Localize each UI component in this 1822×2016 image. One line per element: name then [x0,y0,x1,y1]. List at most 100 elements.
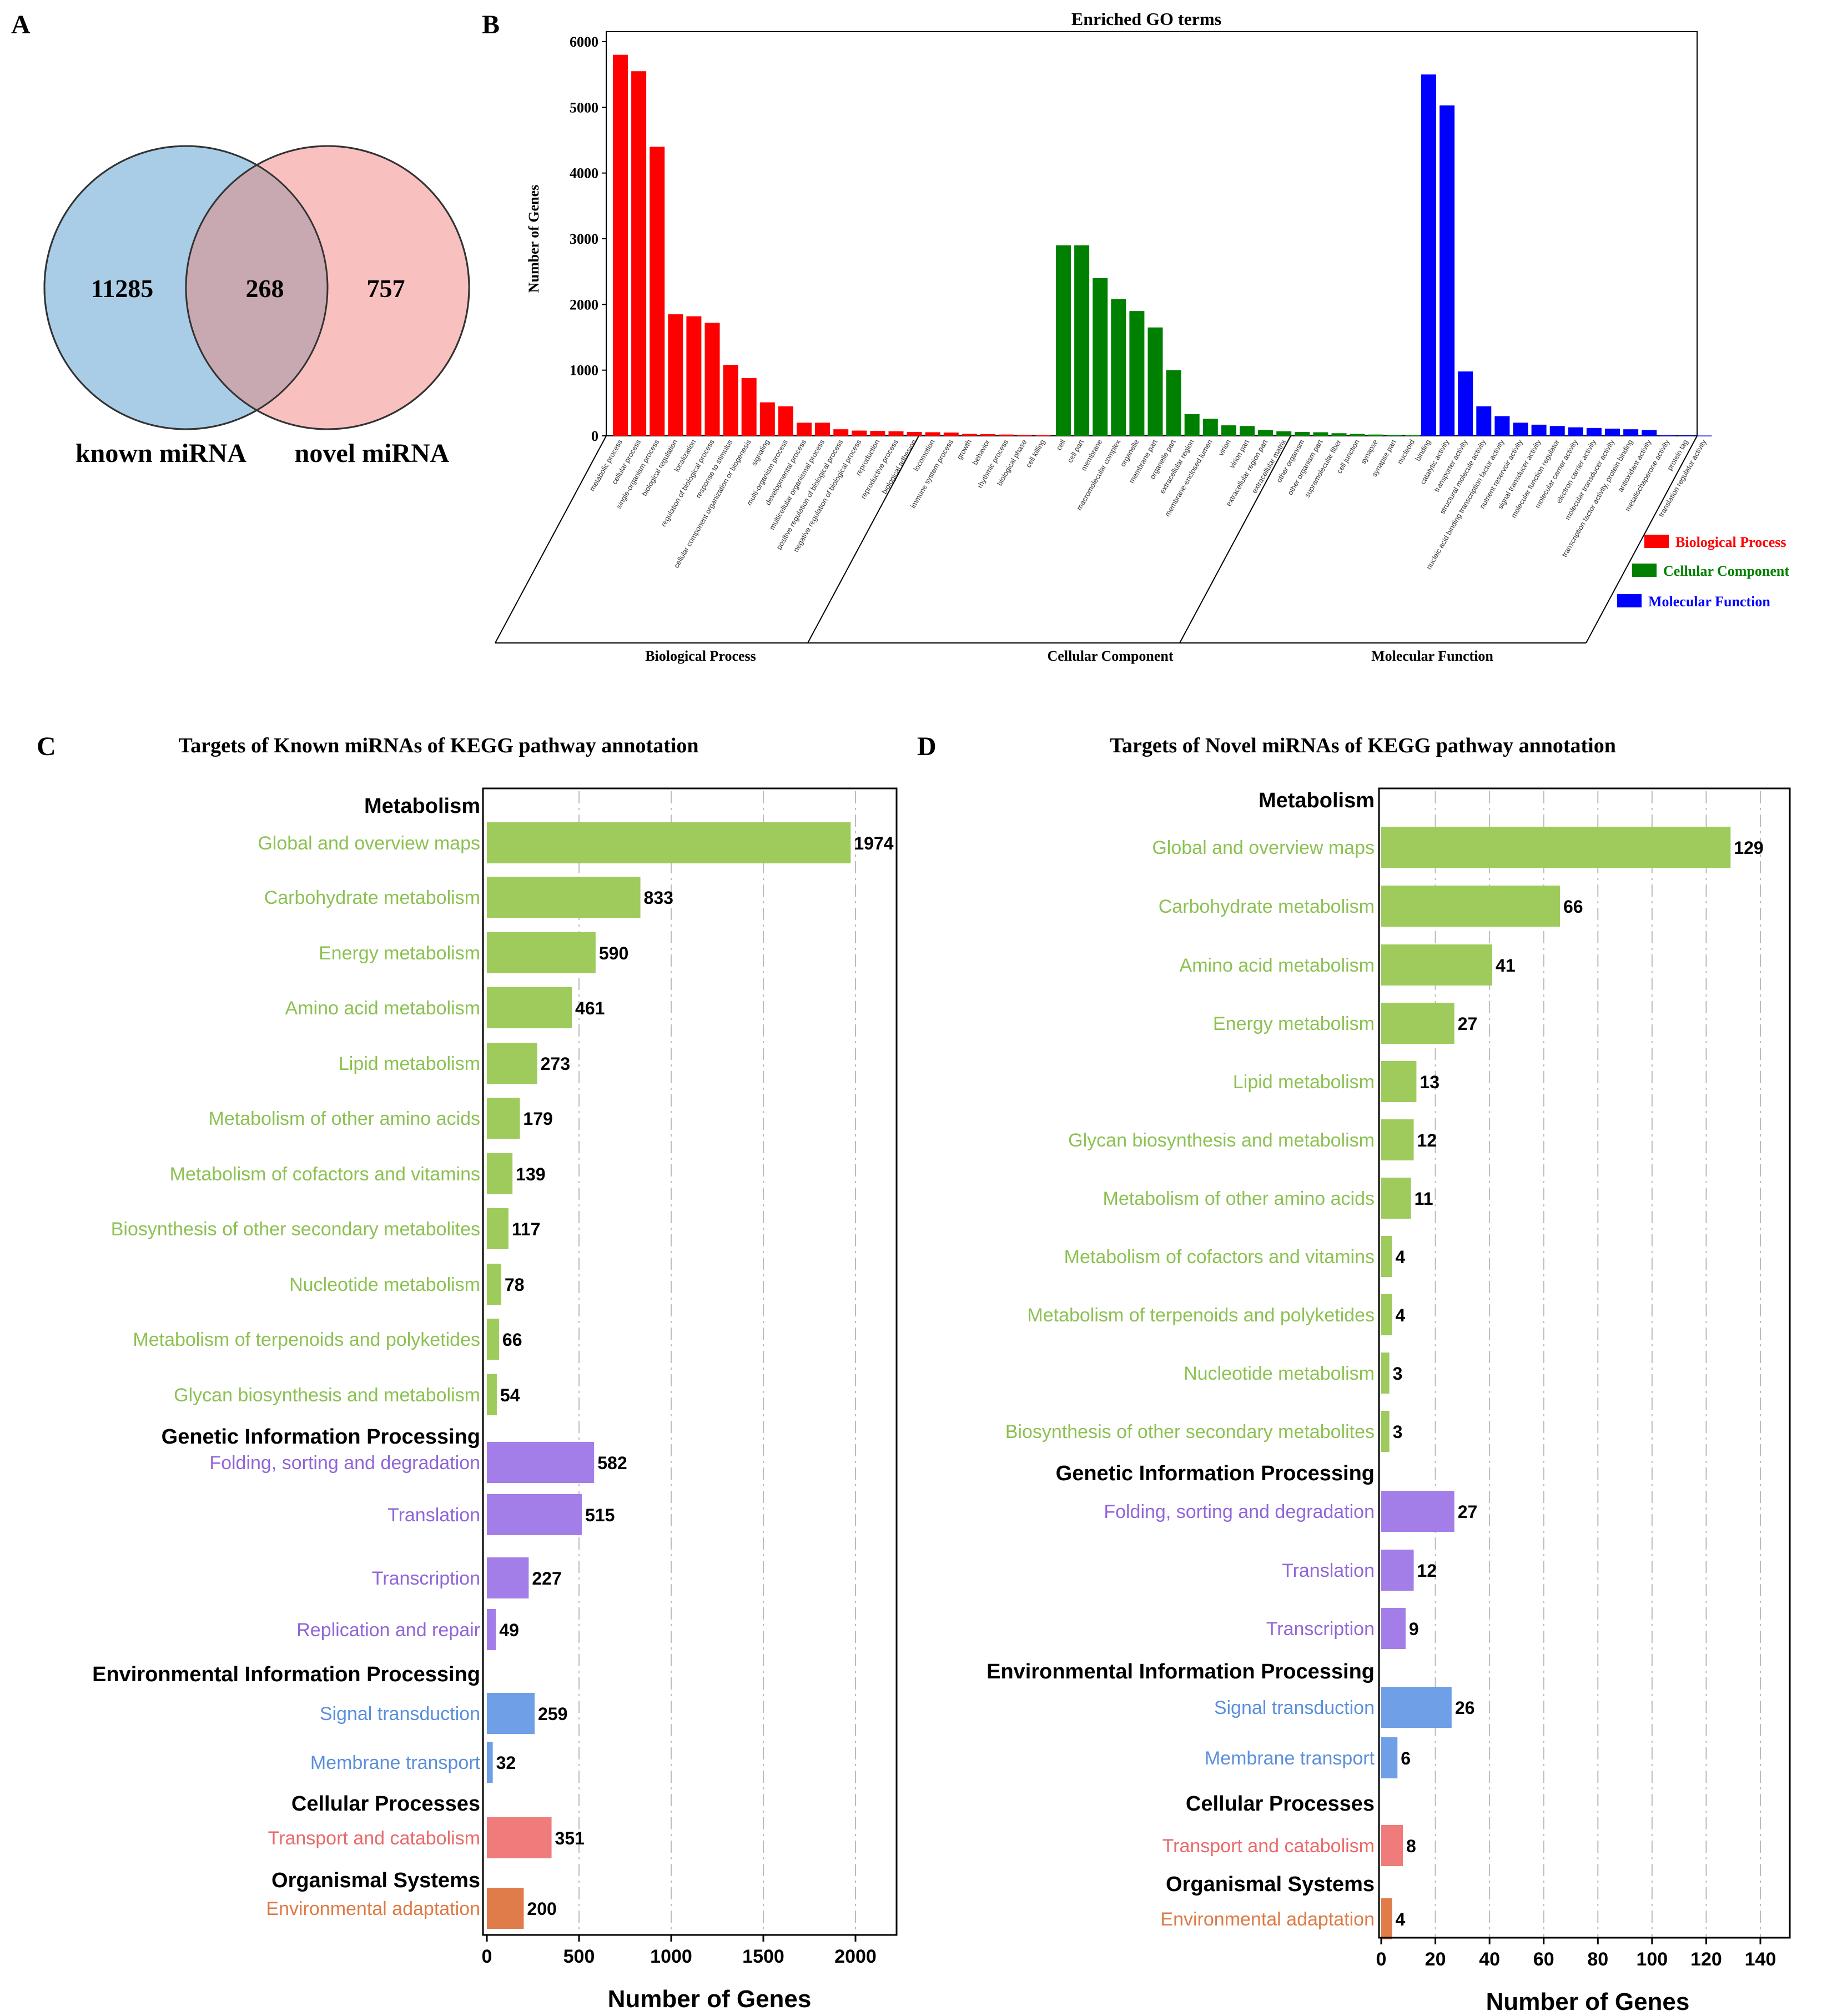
kegg-known-label-metabolism-of-cofactors-and-vitamins: Metabolism of cofactors and vitamins [170,1164,480,1185]
go-bar-membrane [1093,278,1108,436]
go-bar-nucleoid [1405,435,1420,436]
go-bar-cell [1056,245,1071,436]
kegg-known-x-tick-label: 500 [563,1946,595,1967]
kegg-novel-plot-frame [1378,787,1791,1939]
kegg-novel-x-tick-label: 100 [1636,1949,1668,1970]
kegg-novel-x-tick-label: 40 [1479,1949,1500,1970]
kegg-novel-bar-value: 9 [1409,1619,1419,1639]
kegg-known-bar-membrane-transport [487,1742,493,1783]
kegg-known-bar-translation [487,1494,582,1535]
go-bar-signal-transducer-activity [1531,424,1547,436]
go-chart: Enriched GO terms Number of Genes 0 1000 2… [495,9,1789,664]
kegg-known-bar-value: 515 [585,1505,615,1525]
panel-letter-b: B [482,10,500,39]
go-y-tick-label: 6000 [570,34,598,50]
kegg-novel-bar-signal-transduction [1381,1687,1452,1728]
kegg-novel-bar-value: 27 [1458,1502,1478,1522]
go-x-tick-label: synapse [1359,438,1380,465]
kegg-novel-bar-nucleotide-metabolism [1381,1353,1390,1394]
go-bar-molecular-function-regulator [1549,426,1565,436]
go-y-axis-label: Number of Genes [526,185,542,293]
kegg-known-bar-value: 227 [532,1568,561,1588]
kegg-known-label-amino-acid-metabolism: Amino acid metabolism [285,998,480,1019]
kegg-novel-title: Targets of Novel miRNAs of KEGG pathway … [1110,734,1616,757]
go-group-label-cellular-component: Cellular Component [1047,648,1173,664]
go-bar-translation-regulator-activity [1697,435,1712,436]
kegg-novel-label-energy-metabolism: Energy metabolism [1213,1013,1375,1034]
go-bar-biological-regulation [668,314,683,436]
kegg-novel-label-environmental-adaptation: Environmental adaptation [1160,1909,1375,1930]
kegg-novel-bar-value: 11 [1415,1189,1433,1209]
go-bar-virion-part [1240,426,1255,436]
kegg-novel-bar-value: 8 [1406,1836,1416,1856]
kegg-known-label-environmental-adaptation: Environmental adaptation [266,1898,480,1919]
kegg-novel-chart: Targets of Novel miRNAs of KEGG pathway … [987,734,1791,2015]
kegg-known-plot-frame [482,787,898,1936]
go-y-tick-label: 3000 [570,231,598,247]
kegg-known-bar-value: 582 [597,1453,627,1473]
go-x-tick-label: metabolic process [588,438,625,493]
kegg-novel-bar-value: 12 [1417,1561,1437,1581]
kegg-novel-bar-value: 4 [1396,1247,1406,1267]
go-bar-cellular-process [631,71,647,436]
go-bar-metabolic-process [613,54,628,436]
go-bar-synapse [1368,434,1383,436]
go-bar-growth [962,434,977,436]
kegg-novel-bar-value: 41 [1496,956,1516,976]
kegg-novel-bar-transcription [1381,1608,1406,1649]
kegg-novel-label-signal-transduction: Signal transduction [1214,1697,1375,1718]
go-x-tick-label: cell [1054,438,1067,451]
kegg-known-bar-value: 259 [538,1704,567,1724]
go-x-tick-label: virion [1216,438,1232,457]
kegg-known-bar-folding-sorting-and-degradation [487,1442,595,1483]
kegg-novel-x-axis-label: Number of Genes [1486,1988,1690,2015]
go-group-divider [1586,435,1698,643]
kegg-known-bar-biosynthesis-of-other-secondary-metabolites [487,1208,509,1249]
go-bar-antioxidant-activity [1642,430,1657,436]
kegg-novel-bar-value: 13 [1420,1072,1440,1092]
kegg-known-bar-value: 200 [527,1899,556,1919]
kegg-known-bar-value: 273 [541,1054,570,1074]
go-bar-negative-regulation-of-biological-process [852,430,867,436]
go-bar-behavior [980,434,995,436]
go-bar-organelle-part [1166,370,1181,436]
kegg-novel-bar-value: 4 [1396,1305,1406,1325]
go-bar-extracellular-region-part [1258,430,1274,436]
kegg-known-label-metabolism-of-terpenoids-and-polyketides: Metabolism of terpenoids and polyketides [133,1329,480,1350]
go-bar-reproduction [870,431,885,436]
go-bar-developmental-process [797,423,812,436]
kegg-novel-bar-metabolism-of-other-amino-acids [1381,1178,1411,1219]
go-bar-membrane-enclosed-lumen [1202,419,1218,436]
kegg-novel-label-transcription: Transcription [1266,1618,1375,1640]
go-bar-transporter-activity [1458,371,1473,436]
go-legend-label-molecular-function: Molecular Function [1648,594,1770,610]
kegg-novel-bar-membrane-transport [1381,1737,1398,1778]
kegg-novel-x-tick-label: 80 [1587,1949,1608,1970]
kegg-novel-bar-energy-metabolism [1381,1003,1454,1044]
kegg-known-x-tick-label: 1500 [742,1946,784,1967]
go-x-tick-label: antioxidant activity [1616,438,1653,494]
kegg-novel-bar-value: 129 [1734,838,1763,858]
go-bar-extracellular-matrix [1276,431,1292,436]
kegg-known-bar-transport-and-catabolism [487,1817,552,1858]
kegg-novel-label-carbohydrate-metabolism: Carbohydrate metabolism [1159,896,1375,917]
go-x-tick-label: transporter activity [1432,438,1469,494]
go-bar-positive-regulation-of-biological-process [833,429,849,436]
go-bar-cell-killing [1035,435,1051,436]
kegg-known-category-cellular-processes: Cellular Processes [291,1792,480,1816]
go-group-divider [495,435,607,643]
venn-known-label: known miRNA [76,439,246,468]
kegg-known-bar-value: 461 [575,998,605,1018]
kegg-known-label-metabolism-of-other-amino-acids: Metabolism of other amino acids [209,1108,480,1129]
kegg-known-bar-value: 66 [502,1330,522,1350]
kegg-known-label-transport-and-catabolism: Transport and catabolism [268,1828,480,1849]
go-bar-nutrient-reservoir-activity [1513,423,1528,436]
kegg-novel-bar-value: 3 [1393,1364,1403,1384]
kegg-known-label-signal-transduction: Signal transduction [320,1703,480,1725]
go-chart-title: Enriched GO terms [1071,9,1221,29]
kegg-known-bar-transcription [487,1557,529,1598]
go-bar-immune-system-process [943,433,959,436]
kegg-novel-label-nucleotide-metabolism: Nucleotide metabolism [1184,1363,1375,1384]
kegg-known-bar-value: 179 [523,1109,552,1129]
go-bar-protein-tag [1678,435,1694,436]
